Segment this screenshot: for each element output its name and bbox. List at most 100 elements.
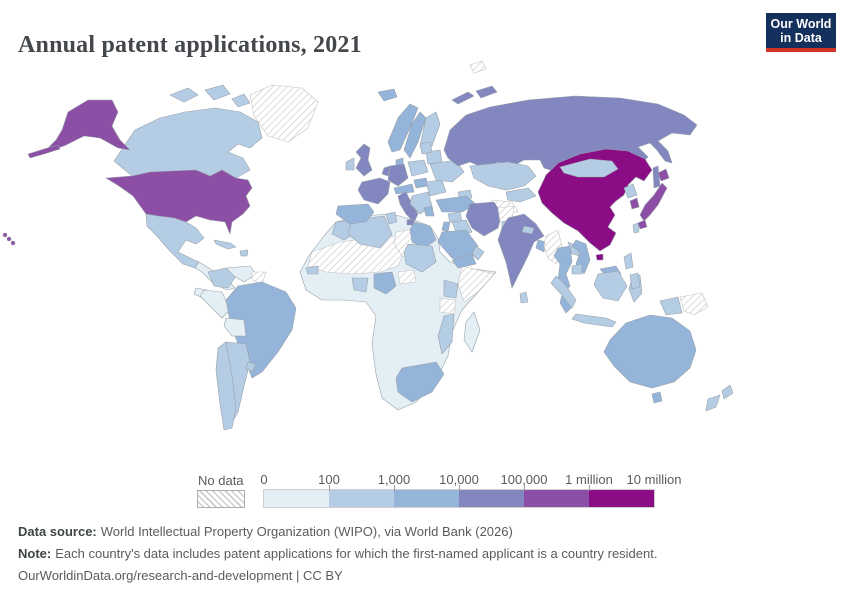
country-canada[interactable] [113, 107, 263, 179]
country-hawaii-2[interactable] [6, 236, 12, 242]
legend-segment-2[interactable] [394, 490, 459, 507]
country-norway[interactable] [387, 103, 419, 153]
country-nigeria[interactable] [373, 271, 397, 295]
owid-logo[interactable]: Our World in Data [766, 13, 836, 52]
country-bolivia[interactable] [223, 317, 247, 337]
country-kenya[interactable] [443, 279, 459, 299]
country-south-korea[interactable] [629, 197, 640, 210]
country-hawaii-1[interactable] [2, 232, 8, 238]
country-china[interactable] [537, 148, 653, 252]
country-sudan[interactable] [403, 243, 437, 273]
legend-segment-5[interactable] [589, 490, 654, 507]
legend-tick-mark [589, 485, 590, 491]
country-greenland[interactable] [249, 84, 319, 143]
country-tanzania[interactable] [439, 297, 457, 315]
country-spain-portugal[interactable] [335, 203, 375, 225]
country-philippines-north[interactable] [623, 252, 634, 270]
country-indonesia-sumatra[interactable] [550, 275, 577, 309]
country-oman[interactable] [471, 245, 485, 261]
citation-link[interactable]: OurWorldinData.org/research-and-developm… [18, 568, 343, 583]
country-cuba[interactable] [213, 239, 237, 250]
country-madagascar[interactable] [463, 311, 481, 353]
country-ghana-ivory-coast[interactable] [351, 277, 369, 293]
country-poland[interactable] [407, 159, 429, 177]
country-australia[interactable] [603, 314, 697, 389]
country-svalbard[interactable] [469, 60, 487, 74]
country-novaya-zemlya-a[interactable] [451, 91, 475, 105]
country-japan[interactable] [639, 182, 668, 222]
country-india[interactable] [497, 213, 545, 289]
country-italy[interactable] [397, 191, 419, 223]
country-baltics[interactable] [419, 141, 433, 155]
country-hawaii-3[interactable] [10, 240, 16, 246]
country-japan-hokkaido[interactable] [657, 168, 670, 182]
country-sakhalin[interactable] [652, 165, 661, 189]
country-north-korea[interactable] [623, 183, 638, 199]
country-romania-bulgaria[interactable] [425, 179, 447, 197]
country-france[interactable] [357, 177, 391, 205]
country-cambodia[interactable] [571, 263, 583, 275]
country-new-zealand-north[interactable] [721, 384, 734, 400]
owid-logo-line1: Our World [770, 17, 832, 31]
country-uruguay[interactable] [245, 361, 257, 373]
country-syria[interactable] [447, 211, 463, 223]
country-hungary-czechia[interactable] [413, 177, 429, 189]
country-belarus[interactable] [425, 149, 443, 165]
country-united-kingdom[interactable] [355, 143, 373, 177]
country-chile[interactable] [215, 341, 237, 431]
country-canada-arctic-b[interactable] [204, 84, 231, 101]
country-iran[interactable] [465, 201, 503, 237]
country-taiwan[interactable] [632, 222, 640, 234]
country-yemen[interactable] [451, 253, 477, 269]
country-germany[interactable] [387, 163, 409, 187]
country-indonesia-papua[interactable] [659, 296, 683, 316]
country-tunisia[interactable] [385, 211, 398, 225]
country-philippines-south[interactable] [629, 272, 641, 290]
legend-no-data-label: No data [198, 473, 244, 488]
country-colombia[interactable] [207, 267, 237, 289]
legend-segment-4[interactable] [524, 490, 589, 507]
country-venezuela[interactable] [225, 265, 257, 283]
country-bangladesh[interactable] [535, 239, 547, 253]
country-kazakhstan[interactable] [469, 161, 537, 191]
country-ireland[interactable] [345, 157, 355, 171]
country-nepal[interactable] [521, 225, 535, 235]
legend-segment-3[interactable] [459, 490, 524, 507]
country-central-african-republic[interactable] [397, 269, 417, 285]
legend-tick-mark [524, 485, 525, 491]
country-indonesia-java[interactable] [571, 313, 617, 328]
country-benelux[interactable] [381, 165, 391, 177]
country-senegal[interactable] [305, 265, 319, 275]
country-sri-lanka[interactable] [519, 291, 529, 304]
country-alaska[interactable] [43, 99, 131, 153]
legend-tick-mark [459, 485, 460, 491]
country-new-zealand-south[interactable] [705, 394, 721, 412]
country-somalia[interactable] [457, 265, 495, 303]
country-canada-arctic-a[interactable] [169, 87, 199, 103]
country-levant[interactable] [441, 221, 451, 233]
country-algeria[interactable] [347, 215, 393, 249]
country-papua-new-guinea[interactable] [679, 292, 709, 316]
legend-segment-1[interactable] [329, 490, 394, 507]
country-south-africa[interactable] [395, 361, 445, 403]
country-greece[interactable] [423, 205, 435, 217]
country-switzerland-austria[interactable] [393, 183, 415, 195]
footer: Data source: World Intellectual Property … [18, 521, 828, 587]
country-mozambique[interactable] [437, 313, 455, 355]
country-canada-arctic-c[interactable] [231, 93, 251, 108]
legend-segment-0[interactable] [264, 490, 329, 507]
country-hispaniola[interactable] [239, 249, 249, 257]
country-peru[interactable] [199, 289, 231, 319]
country-indonesia-kalimantan[interactable] [593, 270, 628, 302]
country-tasmania[interactable] [651, 391, 663, 404]
country-mongolia[interactable] [559, 158, 619, 178]
country-aleutian-islands[interactable] [27, 144, 61, 159]
country-uzbekistan[interactable] [505, 187, 537, 203]
country-sicily[interactable] [406, 218, 415, 226]
country-hainan[interactable] [595, 253, 604, 261]
country-japan-kyushu[interactable] [637, 219, 648, 230]
country-mexico[interactable] [145, 213, 205, 269]
country-novaya-zemlya-b[interactable] [475, 85, 498, 99]
country-iceland[interactable] [377, 88, 398, 102]
legend-no-data-swatch[interactable] [197, 490, 245, 508]
